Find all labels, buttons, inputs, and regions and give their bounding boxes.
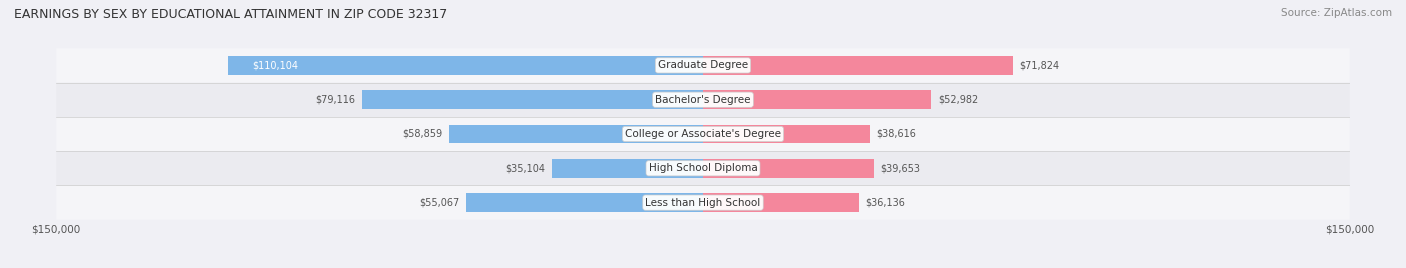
Bar — [465, 193, 703, 212]
Text: $52,982: $52,982 — [938, 95, 979, 105]
Text: College or Associate's Degree: College or Associate's Degree — [626, 129, 780, 139]
Text: High School Diploma: High School Diploma — [648, 163, 758, 173]
FancyBboxPatch shape — [56, 48, 1350, 83]
Bar — [703, 193, 859, 212]
Text: $55,067: $55,067 — [419, 198, 460, 208]
Bar — [361, 90, 703, 109]
Text: $58,859: $58,859 — [402, 129, 443, 139]
FancyBboxPatch shape — [56, 185, 1350, 220]
Text: $38,616: $38,616 — [876, 129, 915, 139]
Bar — [449, 125, 703, 143]
FancyBboxPatch shape — [56, 83, 1350, 117]
Text: $39,653: $39,653 — [880, 163, 921, 173]
Text: $71,824: $71,824 — [1019, 60, 1059, 70]
Text: EARNINGS BY SEX BY EDUCATIONAL ATTAINMENT IN ZIP CODE 32317: EARNINGS BY SEX BY EDUCATIONAL ATTAINMEN… — [14, 8, 447, 21]
Bar — [703, 90, 931, 109]
Text: Graduate Degree: Graduate Degree — [658, 60, 748, 70]
Bar — [228, 56, 703, 75]
Text: $79,116: $79,116 — [315, 95, 356, 105]
Text: $36,136: $36,136 — [865, 198, 905, 208]
Text: Bachelor's Degree: Bachelor's Degree — [655, 95, 751, 105]
Text: Less than High School: Less than High School — [645, 198, 761, 208]
Text: $35,104: $35,104 — [505, 163, 546, 173]
Bar — [703, 56, 1012, 75]
FancyBboxPatch shape — [56, 151, 1350, 185]
FancyBboxPatch shape — [56, 117, 1350, 151]
Bar — [703, 159, 875, 178]
Bar — [551, 159, 703, 178]
Text: $110,104: $110,104 — [252, 60, 298, 70]
Text: Source: ZipAtlas.com: Source: ZipAtlas.com — [1281, 8, 1392, 18]
Bar — [703, 125, 869, 143]
